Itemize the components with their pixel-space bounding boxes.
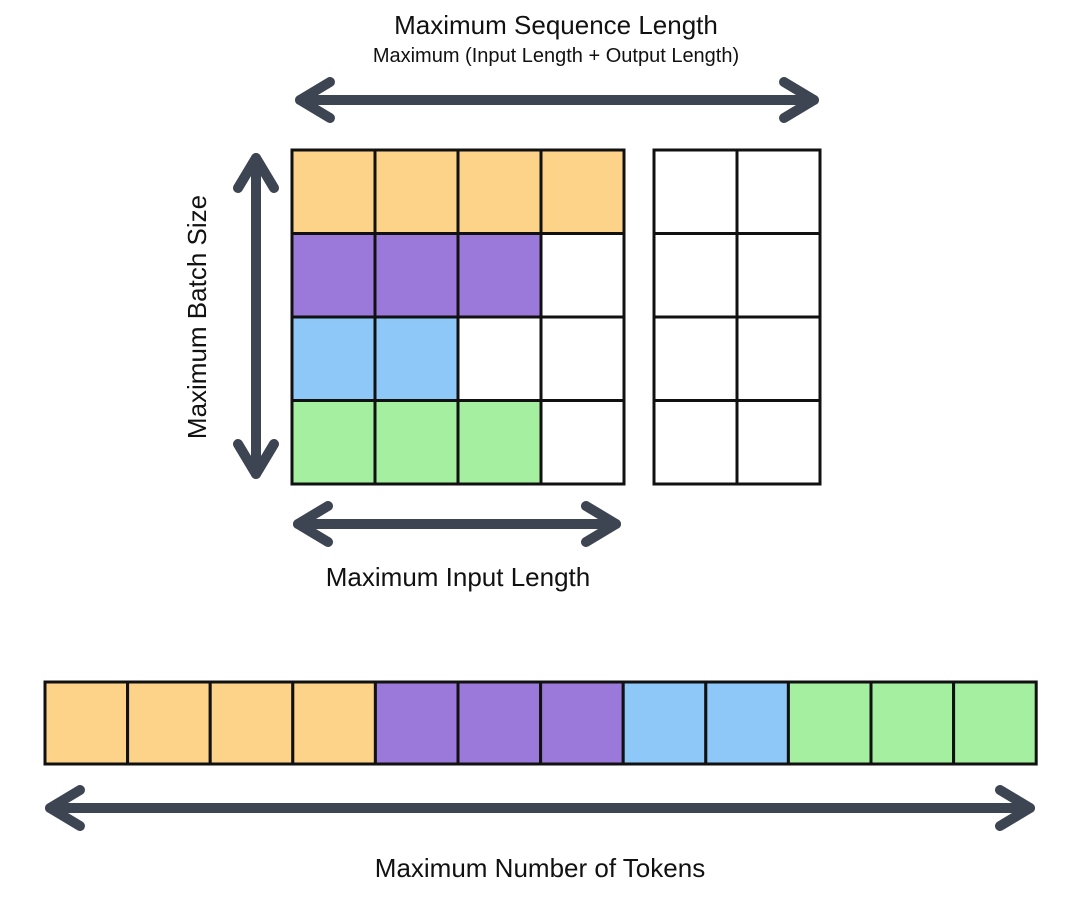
batch-size-arrow [233,153,279,479]
num-tokens-arrow [45,785,1035,831]
sequence-length-arrow [295,77,819,123]
input-grid-cell-purple [456,232,543,319]
token-strip-cell-orange [43,680,130,766]
output-grid-cell-empty [735,148,822,235]
token-strip-cell-orange [126,680,212,766]
sequence-length-subtitle: Maximum (Input Length + Output Length) [373,45,739,67]
input-grid-cell-blue [373,315,460,402]
output-grid-cell-empty [735,315,822,402]
input-length-arrow [293,501,621,547]
input-grid-cell-purple [373,232,460,319]
output-grid-cell-empty [735,232,822,319]
token-strip-cell-green [786,680,873,766]
token-strip-cell-green [869,680,956,766]
token-strip-cell-purple [373,680,460,766]
output-token-grid [652,148,822,486]
input-grid-cell-green [373,399,460,486]
output-grid-cell-empty [652,399,739,486]
input-grid-cell-empty [539,315,626,402]
input-token-grid [290,148,626,486]
input-grid-cell-empty [539,232,626,319]
output-grid-cell-empty [735,399,822,486]
token-strip-cell-blue [621,680,708,766]
output-grid-cell-empty [652,148,739,235]
token-strip-cell-orange [291,680,377,766]
token-strip [43,680,1038,766]
input-grid-cell-green [290,399,377,486]
input-grid-cell-blue [290,315,377,402]
input-grid-cell-orange [290,148,377,235]
input-grid-cell-empty [539,399,626,486]
output-grid-cell-empty [652,232,739,319]
input-grid-cell-orange [373,148,460,235]
input-grid-cell-orange [456,148,543,235]
token-strip-cell-purple [539,680,625,766]
token-strip-cell-orange [208,680,295,766]
input-grid-cell-green [456,399,543,486]
token-strip-cell-green [952,680,1038,766]
token-strip-cell-purple [456,680,543,766]
input-grid-cell-purple [290,232,377,319]
token-strip-cell-blue [704,680,790,766]
num-tokens-label: Maximum Number of Tokens [375,853,705,883]
output-grid-cell-empty [652,315,739,402]
batch-size-label: Maximum Batch Size [182,195,212,439]
sequence-length-title: Maximum Sequence Length [394,10,718,40]
input-length-label: Maximum Input Length [326,562,590,592]
input-grid-cell-empty [456,315,543,402]
input-grid-cell-orange [539,148,626,235]
